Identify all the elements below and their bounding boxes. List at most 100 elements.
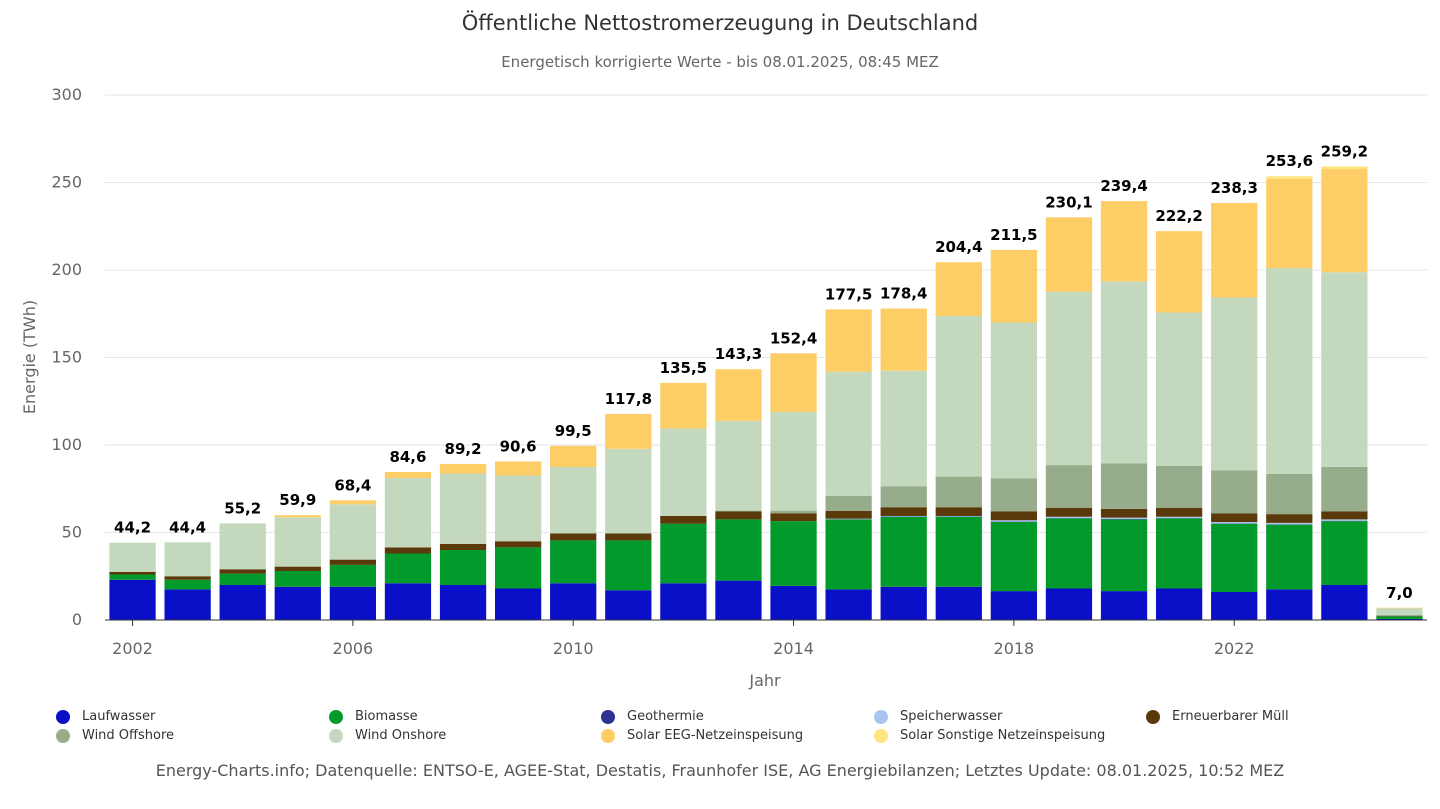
bar-segment[interactable]	[1100, 201, 1148, 282]
bar-segment[interactable]	[1155, 518, 1203, 589]
bar-segment[interactable]	[1321, 585, 1368, 620]
bar-segment[interactable]	[1155, 508, 1203, 517]
bar-segment[interactable]	[1100, 591, 1148, 620]
legend-item[interactable]: Solar Sonstige Netzeinspeisung	[874, 728, 1105, 743]
bar-segment[interactable]	[1155, 312, 1203, 466]
bar-segment[interactable]	[1211, 297, 1258, 471]
bar-stack-2006[interactable]	[329, 500, 377, 620]
bar-stack-2018[interactable]	[990, 249, 1038, 620]
bar-stack-2007[interactable]	[384, 471, 432, 620]
bar-segment[interactable]	[439, 463, 487, 474]
bar-segment[interactable]	[439, 550, 487, 585]
bar-segment[interactable]	[219, 573, 266, 585]
bar-segment[interactable]	[109, 579, 156, 620]
bar-segment[interactable]	[1376, 614, 1423, 616]
bar-segment[interactable]	[329, 564, 377, 587]
bar-segment[interactable]	[880, 586, 927, 620]
bar-stack-2011[interactable]	[605, 413, 652, 620]
bar-segment[interactable]	[990, 249, 1038, 323]
bar-segment[interactable]	[715, 511, 762, 520]
bar-segment[interactable]	[1100, 508, 1148, 518]
bar-segment[interactable]	[384, 478, 432, 548]
bar-segment[interactable]	[1266, 268, 1313, 474]
bar-segment[interactable]	[1155, 516, 1203, 519]
bar-segment[interactable]	[770, 513, 817, 522]
bar-segment[interactable]	[660, 428, 707, 516]
bar-segment[interactable]	[660, 523, 707, 584]
bar-segment[interactable]	[384, 547, 432, 554]
bar-stack-2004[interactable]	[219, 523, 266, 620]
bar-segment[interactable]	[770, 521, 817, 586]
bar-segment[interactable]	[1321, 272, 1368, 467]
bar-segment[interactable]	[1376, 607, 1423, 609]
bar-stack-2008[interactable]	[439, 463, 487, 620]
bar-segment[interactable]	[880, 515, 927, 517]
bar-segment[interactable]	[605, 590, 652, 620]
bar-stack-2015[interactable]	[825, 309, 872, 620]
bar-segment[interactable]	[1045, 217, 1093, 292]
bar-segment[interactable]	[550, 467, 597, 534]
bar-segment[interactable]	[1321, 166, 1368, 170]
bar-segment[interactable]	[1266, 589, 1313, 620]
bar-segment[interactable]	[494, 475, 542, 542]
bar-segment[interactable]	[880, 486, 927, 508]
bar-stack-2021[interactable]	[1155, 231, 1203, 621]
bar-segment[interactable]	[1266, 514, 1313, 523]
bar-stack-2023[interactable]	[1266, 176, 1313, 620]
bar-segment[interactable]	[990, 522, 1038, 592]
bar-segment[interactable]	[605, 533, 652, 541]
bar-segment[interactable]	[935, 507, 982, 516]
bar-segment[interactable]	[550, 583, 597, 620]
bar-segment[interactable]	[935, 476, 982, 508]
bar-segment[interactable]	[825, 518, 872, 520]
bar-stack-2005[interactable]	[274, 515, 321, 620]
bar-segment[interactable]	[384, 471, 432, 479]
bar-stack-2025[interactable]	[1376, 607, 1423, 620]
bar-stack-2002[interactable]	[109, 542, 156, 620]
bar-segment[interactable]	[825, 309, 872, 372]
bar-segment[interactable]	[715, 420, 762, 511]
bar-segment[interactable]	[1155, 588, 1203, 621]
bar-segment[interactable]	[439, 543, 487, 550]
bar-segment[interactable]	[219, 569, 266, 574]
bar-segment[interactable]	[1045, 588, 1093, 621]
bar-segment[interactable]	[825, 519, 872, 590]
bar-segment[interactable]	[274, 586, 321, 620]
bar-segment[interactable]	[164, 542, 211, 577]
bar-stack-2016[interactable]	[880, 308, 927, 620]
bar-segment[interactable]	[1045, 465, 1093, 508]
bar-segment[interactable]	[605, 540, 652, 591]
legend-item[interactable]: Wind Offshore	[56, 728, 174, 743]
bar-segment[interactable]	[1100, 519, 1148, 592]
bar-segment[interactable]	[1045, 518, 1093, 589]
bar-segment[interactable]	[164, 589, 211, 620]
bar-segment[interactable]	[274, 566, 321, 571]
bar-stack-2019[interactable]	[1045, 217, 1093, 621]
legend-item[interactable]: Solar EEG-Netzeinspeisung	[601, 728, 803, 743]
bar-segment[interactable]	[935, 515, 982, 517]
bar-segment[interactable]	[990, 520, 1038, 522]
bar-segment[interactable]	[935, 586, 982, 620]
bar-stack-2024[interactable]	[1321, 166, 1368, 620]
bar-segment[interactable]	[1266, 473, 1313, 515]
bar-segment[interactable]	[1211, 202, 1258, 298]
bar-segment[interactable]	[1321, 521, 1368, 585]
bar-segment[interactable]	[1266, 522, 1313, 525]
bar-segment[interactable]	[1155, 231, 1203, 313]
bar-segment[interactable]	[1211, 523, 1258, 592]
bar-segment[interactable]	[1376, 608, 1423, 615]
bar-segment[interactable]	[1045, 516, 1093, 519]
bar-segment[interactable]	[550, 445, 597, 468]
bar-stack-2012[interactable]	[660, 382, 707, 620]
bar-segment[interactable]	[109, 571, 156, 575]
bar-segment[interactable]	[715, 369, 762, 421]
bar-stack-2009[interactable]	[494, 461, 542, 620]
bar-segment[interactable]	[770, 411, 817, 511]
bar-segment[interactable]	[550, 540, 597, 584]
bar-segment[interactable]	[715, 580, 762, 620]
bar-segment[interactable]	[494, 461, 542, 476]
bar-segment[interactable]	[770, 510, 817, 514]
bar-segment[interactable]	[935, 315, 982, 477]
legend-item[interactable]: Speicherwasser	[874, 709, 1002, 724]
bar-segment[interactable]	[605, 413, 652, 449]
